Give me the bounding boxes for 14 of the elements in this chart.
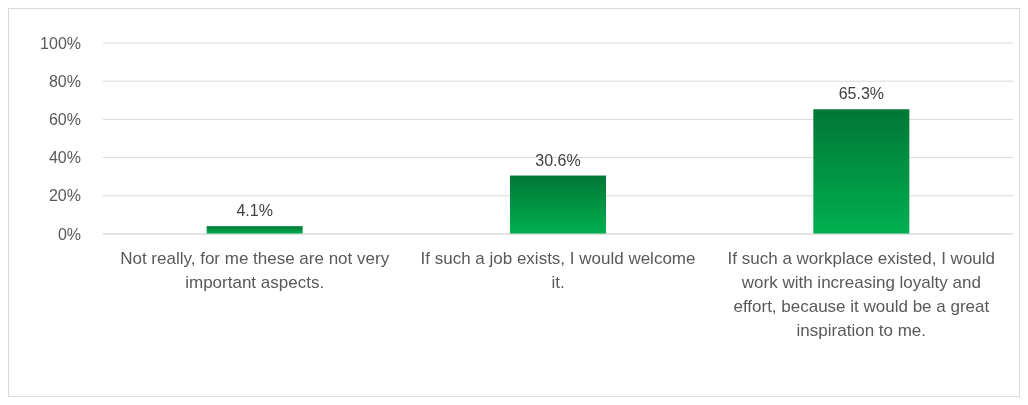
data-label: 65.3% [838, 85, 885, 103]
bar [813, 109, 910, 234]
y-tick-label: 60% [48, 111, 81, 128]
bar [510, 175, 606, 234]
y-tick-label: 100% [40, 34, 81, 52]
x-tick-label: Not really, for me these are not very important aspects. [120, 249, 390, 292]
y-tick-label: 0% [57, 225, 81, 243]
x-tick-label: If such a job exists, I would welcome it. [420, 249, 696, 292]
y-tick-label: 80% [48, 72, 81, 90]
y-tick-label: 40% [48, 149, 81, 167]
x-tick-label: If such a workplace existed, I would work with increasing loyalty and effort, because it would be a great inspiration to me. [727, 249, 996, 340]
data-label: 4.1% [236, 202, 273, 220]
data-label: 30.6% [535, 151, 581, 169]
y-tick-label: 20% [48, 187, 81, 205]
